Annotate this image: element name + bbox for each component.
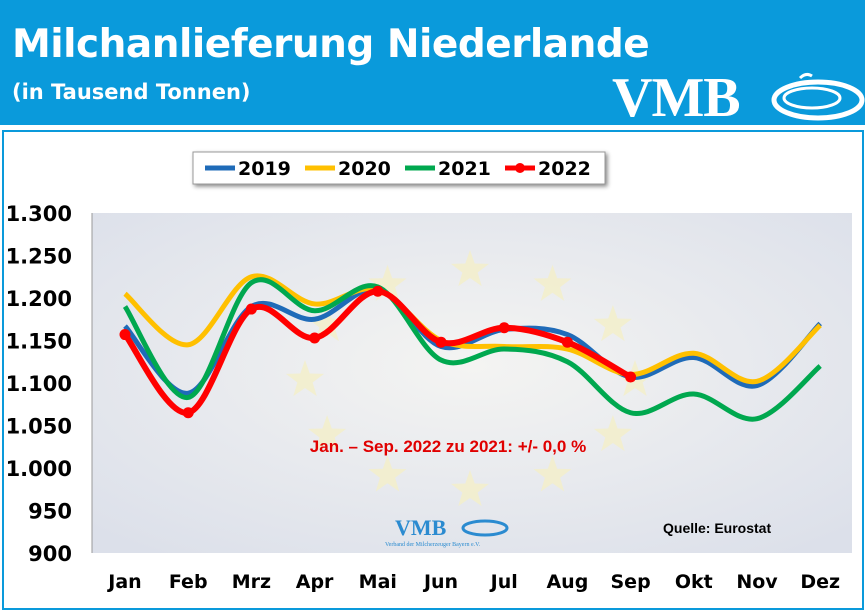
y-tick-label: 1.050 (6, 415, 72, 439)
x-tick-label: Mrz (232, 571, 271, 593)
data-point-2022 (625, 371, 637, 383)
header-banner: Milchanlieferung Niederlande (in Tausend… (0, 0, 865, 129)
star-icon (285, 360, 325, 397)
svg-text:VMB: VMB (395, 515, 447, 540)
y-tick-label: 1.100 (6, 372, 72, 396)
y-tick-label: 900 (28, 542, 72, 566)
star-icon (368, 264, 407, 301)
y-tick-label: 1.200 (6, 287, 72, 311)
star-icon (450, 470, 490, 507)
x-tick-label: Jun (422, 571, 458, 593)
y-tick-label: 1.250 (6, 245, 72, 269)
star-icon (308, 415, 347, 452)
vmb-logo-swoosh-icon (771, 72, 865, 121)
star-icon (450, 250, 490, 287)
star-icon (593, 305, 632, 342)
star-icon (368, 455, 407, 492)
x-tick-label: Sep (611, 571, 651, 593)
data-point-2022 (182, 407, 194, 419)
series-line-2022 (122, 288, 633, 416)
x-tick-label: Dez (800, 571, 840, 593)
y-tick-label: 1.150 (6, 330, 72, 354)
y-tick-label: 1.300 (6, 202, 72, 226)
legend-label: 2020 (338, 158, 391, 180)
legend-marker (515, 163, 525, 173)
star-icon (593, 415, 632, 452)
x-tick-label: Aug (546, 571, 588, 593)
annotation: Jan. – Sep. 2022 zu 2021: +/- 0,0 % (310, 437, 586, 456)
y-tick-label: 1.000 (6, 457, 72, 481)
vmb-logo: VMB (612, 67, 741, 129)
star-icon (308, 305, 347, 342)
series-line-2020 (123, 273, 822, 385)
page-subtitle: (in Tausend Tonnen) (12, 80, 251, 104)
legend: 2019 2020 2021 2022 (192, 151, 606, 185)
y-tick-label: 950 (28, 500, 72, 524)
data-point-2022 (435, 336, 447, 348)
page-title: Milchanlieferung Niederlande (12, 22, 650, 67)
watermark-caption: Verband der Milcherzeuger Bayern e.V. (385, 542, 481, 548)
data-point-2022 (372, 285, 384, 297)
star-icon (533, 264, 572, 301)
data-point-2022 (561, 336, 573, 348)
data-point-2022 (245, 303, 257, 315)
x-tick-label: Feb (169, 571, 208, 593)
x-tick-label: Nov (736, 571, 778, 593)
series-line-2021 (122, 277, 822, 422)
watermark-logo: VMB Verband der Milcherzeuger Bayern e.V… (385, 515, 509, 548)
data-point-2022 (119, 329, 131, 341)
data-point-2022 (309, 332, 321, 344)
legend-label: 2022 (538, 158, 591, 180)
star-icon (533, 455, 572, 492)
x-tick-label: Jan (106, 571, 141, 593)
x-tick-label: Okt (675, 571, 713, 593)
legend-label: 2019 (238, 158, 291, 180)
source-note: Quelle: Eurostat (663, 520, 771, 536)
legend-label: 2021 (438, 158, 491, 180)
x-tick-label: Jul (489, 571, 518, 593)
x-tick-label: Mai (359, 571, 397, 593)
x-tick-label: Apr (296, 571, 334, 593)
data-point-2022 (498, 322, 510, 334)
